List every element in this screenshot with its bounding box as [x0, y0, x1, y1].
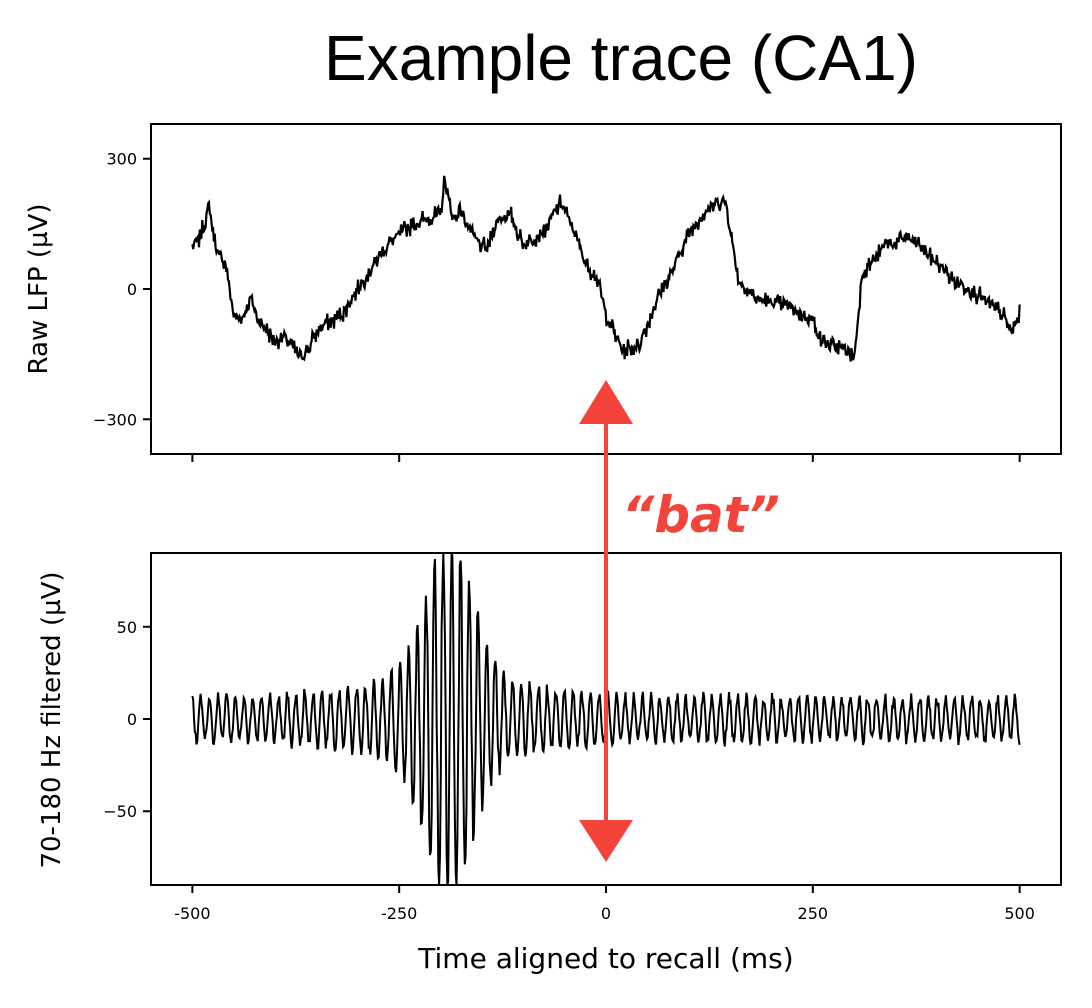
y-tick-label: 50 — [117, 618, 137, 637]
raw-lfp-panel: 300 0 −300 Raw LFP (µV) — [24, 123, 1062, 462]
x-tick-label: 0 — [601, 904, 611, 923]
x-axis-label: Time aligned to recall (ms) — [417, 942, 793, 975]
x-tick-label: -500 — [174, 904, 210, 923]
raw-lfp-series-line — [191, 175, 1021, 362]
recall-word-label: “bat” — [622, 486, 780, 544]
y-tick-label: 0 — [127, 710, 137, 729]
y-tick-label: 0 — [127, 280, 137, 299]
y-tick-label: −300 — [93, 410, 137, 429]
x-tick-label: -250 — [381, 904, 417, 923]
filtered-panel: 500−50 -500 -250 0 250 500 70-180 Hz filtere… — [37, 552, 1062, 975]
y-tick-label: −50 — [103, 802, 137, 821]
x-tick-label: 500 — [1004, 904, 1035, 923]
recall-arrow-head-up — [579, 380, 633, 424]
x-tick-label: 250 — [798, 904, 829, 923]
recall-annotation: “bat” — [579, 380, 780, 862]
chart-title: Example trace (CA1) — [324, 22, 918, 94]
y-tick-label: 300 — [106, 150, 137, 169]
raw-lfp-y-axis-label: Raw LFP (µV) — [24, 204, 54, 375]
recall-arrow-head-down — [579, 820, 633, 862]
filtered-y-axis-label: 70-180 Hz filtered (µV) — [37, 571, 67, 868]
